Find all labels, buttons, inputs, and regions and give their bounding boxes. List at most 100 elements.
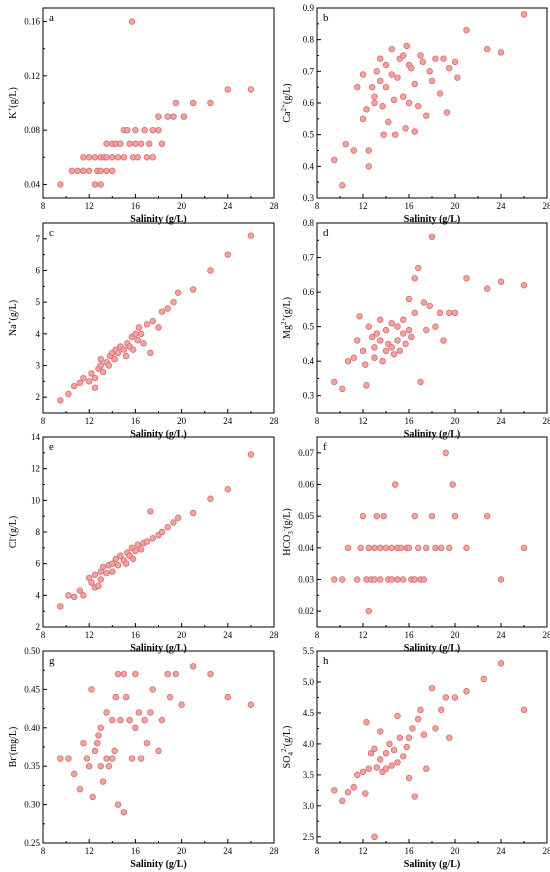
x-axis-title: Salinity (g/L) [404,643,460,654]
data-point [137,330,145,338]
data-point [147,349,154,357]
data-point [377,337,384,344]
x-tick-label: 20 [177,846,187,856]
data-point [158,308,166,315]
y-tick-label: 6 [36,266,41,276]
panel-f: 8 12 16 20 24 28 0.02 0.03 0.04 0.05 0.06 0.07 f Sali… [280,436,550,654]
x-tick-label: 16 [405,201,415,211]
data-point [137,140,145,147]
data-point [134,541,141,548]
data-point [80,739,87,747]
data-point [382,765,390,772]
data-point [405,326,413,334]
data-point [436,90,444,97]
data-point [442,694,449,701]
data-point [365,147,372,154]
data-point [170,113,177,120]
data-point [137,546,145,553]
y-tick-label: 0.7 [303,66,315,76]
data-point [420,299,428,306]
data-point [174,289,182,296]
data-point [128,18,136,25]
data-point [331,378,338,386]
data-point [396,734,403,741]
data-point [417,378,424,386]
data-point [359,71,367,78]
data-point [331,576,338,583]
x-tick-label: 24 [223,201,233,211]
data-point [440,55,447,62]
x-tick-label: 24 [223,846,233,856]
data-point [91,154,99,161]
data-point [392,481,399,488]
data-point [446,734,453,741]
data-point [189,99,197,107]
panel-d: 8 12 16 20 24 28 0.3 0.4 0.5 0.6 0.7 0.8 d Salinity (… [280,218,550,440]
data-point [76,379,84,387]
x-tick-label: 24 [497,630,507,640]
x-tick-label: 28 [543,630,550,640]
data-point [344,544,352,552]
data-point [112,555,119,563]
y-tick-label: 3.5 [303,770,315,780]
data-point [97,355,104,363]
x-tick-label: 16 [131,416,141,426]
data-point [350,147,357,154]
data-point [111,355,118,363]
y-tick-label: 2.5 [303,832,315,842]
data-point [137,755,145,762]
data-point [451,512,459,520]
data-point [411,309,418,317]
data-point [122,352,130,360]
y-tick-label: 0.50 [24,646,40,656]
data-point [463,688,470,695]
data-point [405,734,413,741]
y-tick-label: 0.35 [24,761,40,771]
data-point [362,361,369,368]
data-point [423,544,430,552]
data-point [405,99,413,107]
data-point [143,739,151,747]
plot-frame [316,7,548,199]
data-point [428,233,436,241]
data-point [97,763,104,770]
data-point [377,55,384,62]
data-point [178,701,185,708]
y-tick-label: 0.25 [24,838,40,848]
data-point [400,316,407,323]
data-point [122,560,130,567]
data-point [147,709,154,716]
data-point [331,156,338,164]
x-tick-label: 28 [543,416,550,426]
y-tick-label: 10 [31,495,41,505]
panel-label: a [49,12,54,24]
data-point [68,167,76,175]
data-point [359,768,367,775]
y-tick-label: 0.05 [298,511,314,521]
data-point [420,731,428,738]
x-tick-label: 24 [223,630,233,640]
data-point [363,382,370,389]
data-point [70,770,78,778]
data-point [436,309,444,317]
panel-a: 8 12 16 20 24 28 0.04 0.08 0.12 0.16 a Salinity (g/… [6,7,279,225]
y-axis-title: HCO3-(g/L) [280,508,295,556]
y-tick-label: 0.07 [298,448,314,458]
data-point [135,324,143,331]
data-point [155,126,162,134]
x-tick-label: 28 [270,846,280,856]
y-tick-label: 0.3 [303,193,315,203]
data-point [379,102,386,110]
data-point [94,739,101,747]
data-point [440,337,447,344]
data-point [132,724,139,731]
data-point [446,309,453,317]
x-tick-label: 20 [451,630,461,640]
data-point [432,544,439,552]
data-point [400,52,407,59]
data-point [339,385,346,393]
data-point [379,357,386,365]
x-tick-label: 20 [177,416,187,426]
data-point [117,552,124,559]
data-point [147,508,154,515]
